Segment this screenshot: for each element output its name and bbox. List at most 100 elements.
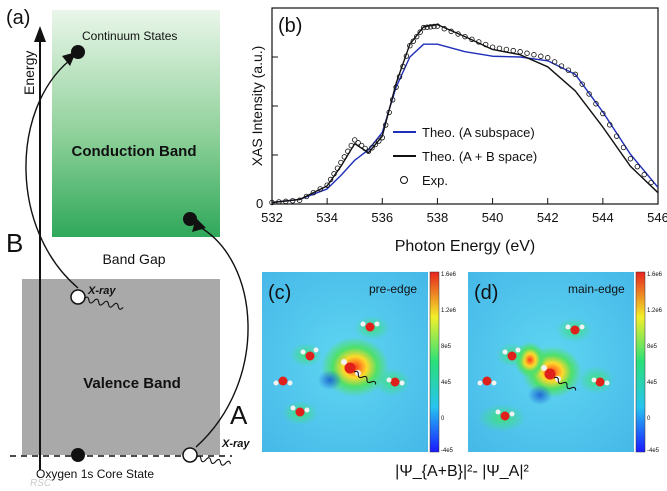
exp-data-point	[289, 198, 296, 204]
exp-data-point	[389, 97, 396, 103]
exp-data-point	[579, 81, 585, 87]
oxygen-atom	[544, 368, 556, 380]
hole-core	[182, 447, 198, 463]
hydrogen-atom	[290, 405, 296, 411]
x-tick-label: 536	[371, 210, 393, 225]
exp-data-point	[372, 141, 379, 148]
exp-data-point	[355, 140, 361, 146]
cbar-d-tick: 1.6e6	[647, 272, 663, 278]
exp-data-point	[303, 193, 310, 200]
x-tick-label: 538	[427, 210, 449, 225]
legend-label-a: Theo. (A subspace)	[422, 125, 535, 140]
exp-data-point	[310, 189, 317, 196]
x-tick-label: 542	[537, 210, 559, 225]
exp-data-point	[365, 148, 372, 154]
plot-frame	[271, 7, 659, 205]
hydrogen-atom	[477, 380, 483, 386]
panel-label-b: (b)	[278, 15, 302, 37]
exp-data-point	[283, 198, 289, 205]
hydrogen-atom	[495, 409, 501, 415]
exp-data-point	[524, 50, 530, 56]
exp-data-point	[317, 186, 323, 192]
transition-arrow-b-head	[62, 52, 76, 66]
oxygen-atom	[344, 362, 356, 374]
exp-data-point	[600, 110, 606, 117]
x-axis-label: Photon Energy (eV)	[395, 238, 536, 255]
exp-data-point	[414, 33, 420, 40]
transition-arrow-a-head	[192, 218, 206, 232]
xray-label-core: X-ray	[221, 438, 250, 450]
oxygen-atom	[482, 376, 492, 386]
series-group	[269, 23, 659, 206]
legend-marker-exp	[400, 176, 408, 184]
exp-data-point	[396, 74, 403, 80]
hydrogen-atom	[502, 349, 508, 355]
exp-data-point	[420, 24, 427, 31]
oxygen-atom	[570, 325, 580, 335]
main-edge-title: main-edge	[568, 282, 625, 296]
cbar-d-tick: 8e5	[647, 344, 658, 350]
oxygen-atom	[595, 377, 605, 387]
exp-data-point	[620, 144, 627, 151]
exp-data-point	[376, 138, 382, 144]
exp-data-point	[538, 53, 544, 59]
exp-data-point	[517, 49, 523, 55]
hydrogen-atom	[313, 347, 319, 353]
exp-data-point	[469, 36, 475, 42]
series-line-1	[271, 23, 659, 204]
exp-data-point	[331, 171, 337, 177]
cbar-d-tick: 4e5	[647, 380, 658, 386]
colorbar-c	[429, 271, 440, 453]
map-c-molecules	[273, 321, 405, 417]
exp-data-point	[607, 122, 613, 128]
exp-data-point	[341, 154, 348, 160]
exp-data-point	[276, 199, 282, 205]
x-tick-label: 544	[592, 210, 614, 225]
colorbar-c-ticks: 1.6e6 1.2e6 8e5 4e5 0 -4e5	[441, 272, 457, 454]
hydrogen-atom	[591, 377, 597, 383]
exp-data-point	[424, 24, 430, 30]
exp-data-point	[503, 46, 510, 53]
exp-data-point	[379, 134, 385, 141]
hydrogen-atom	[304, 407, 310, 413]
legend-label-ab: Theo. (A + B space)	[422, 149, 537, 164]
exp-data-point	[462, 33, 468, 40]
continuum-states-label: Continuum States	[82, 29, 177, 43]
exp-data-point	[565, 67, 572, 73]
hydrogen-atom	[386, 377, 392, 383]
exp-data-point	[431, 23, 437, 30]
panel-label-a: (a)	[6, 7, 30, 29]
cbar-c-tick: 8e5	[441, 344, 452, 350]
exp-data-point	[455, 31, 461, 37]
difference-formula: |Ψ_{A+B}|²- |Ψ_A|²	[395, 463, 529, 480]
oxygen-atom	[305, 351, 315, 361]
exp-data-point	[400, 63, 406, 70]
energy-axis-label: Energy	[21, 51, 37, 95]
exp-data-point	[369, 145, 375, 151]
xray-wave-map-c	[353, 370, 377, 385]
hydrogen-atom	[300, 349, 306, 355]
x-tick-label: 532	[261, 210, 283, 225]
spectrum-panel: (b) XAS Intensity (a.u.) 0 Photon Energy…	[249, 7, 667, 255]
exp-data-point	[407, 42, 413, 49]
hydrogen-atom	[341, 359, 347, 365]
exp-data-point	[403, 53, 410, 59]
exp-data-point	[510, 47, 516, 54]
colorbar-d-ticks: 1.6e6 1.2e6 8e5 4e5 0 -4e5	[647, 272, 663, 454]
electron-conduction	[183, 212, 197, 226]
oxygen-atom	[507, 351, 517, 361]
cbar-c-tick: 1.6e6	[441, 272, 457, 278]
transition-arrow-a	[195, 225, 249, 448]
exp-data-point	[410, 38, 417, 44]
hydrogen-atom	[515, 347, 521, 353]
oxygen-atom	[365, 322, 375, 332]
hydrogen-atom	[360, 321, 366, 327]
exp-data-point	[448, 28, 454, 35]
x-tick-label: 540	[482, 210, 504, 225]
exp-data-point	[545, 55, 551, 61]
exp-data-point	[427, 24, 434, 30]
exp-data-point	[441, 26, 448, 32]
exp-data-point	[496, 45, 503, 52]
x-tick-label: 534	[316, 210, 338, 225]
main-edge-map: (d) main-edge 1.6e6 1.2e6 8e5 4e5 0 -4e5	[468, 271, 663, 454]
